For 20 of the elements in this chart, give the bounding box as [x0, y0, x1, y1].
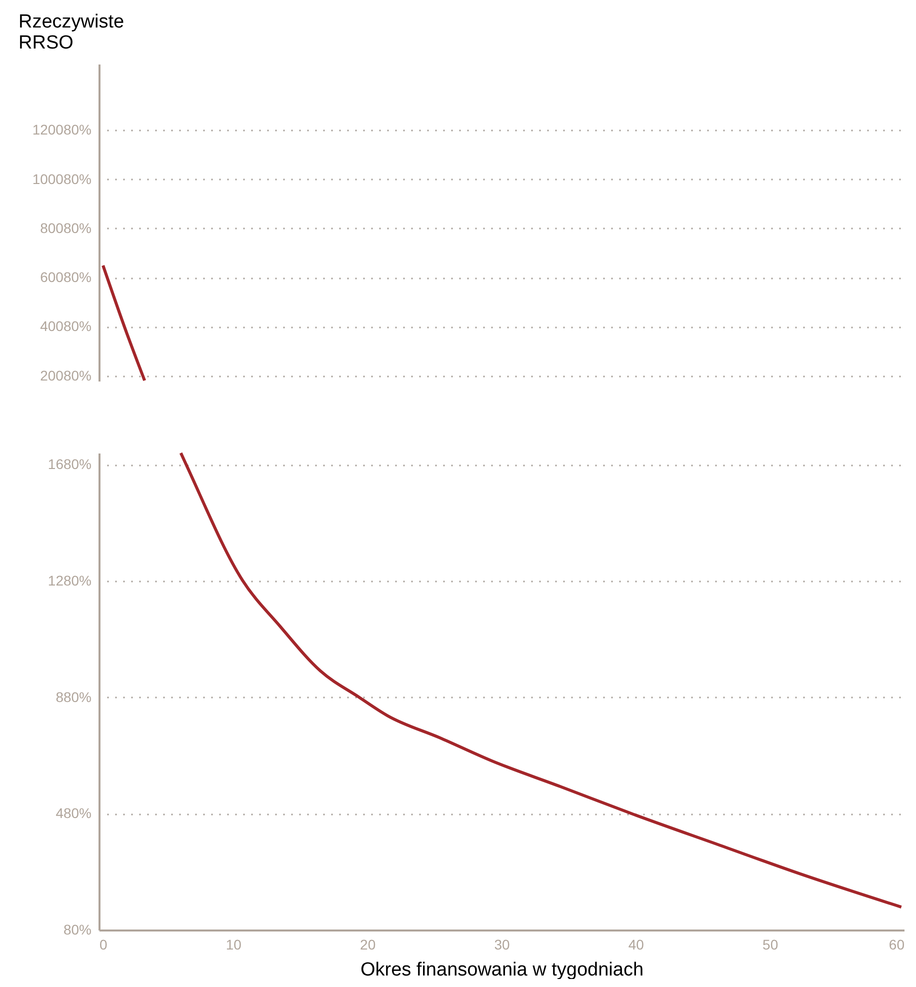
x-tick-label: 50 — [762, 936, 778, 952]
y-tick-label: 20080% — [40, 367, 92, 384]
y-tick-label: 80% — [63, 922, 92, 938]
y-tick-label: 1280% — [48, 572, 92, 588]
y-tick-label: 480% — [56, 805, 92, 822]
y-axis-title: Rzeczywiste RRSO — [18, 12, 124, 54]
x-tick-label: 60 — [888, 936, 905, 952]
y-tick-label: 80080% — [40, 220, 92, 236]
x-tick-label: 30 — [494, 936, 510, 952]
x-tick-label: 40 — [628, 936, 644, 952]
x-tick-label: 10 — [226, 936, 242, 952]
line-series — [179, 452, 903, 909]
y-tick-label: 1680% — [48, 456, 92, 472]
y-tick-label: 120080% — [32, 122, 92, 138]
y-tick-label: 40080% — [40, 318, 92, 334]
x-tick-label: 20 — [360, 936, 376, 952]
y-tick-label: 60080% — [40, 269, 92, 286]
y-tick-label: 100080% — [32, 170, 92, 187]
y-tick-label: 880% — [56, 688, 92, 705]
x-tick-label: 0 — [100, 936, 108, 952]
